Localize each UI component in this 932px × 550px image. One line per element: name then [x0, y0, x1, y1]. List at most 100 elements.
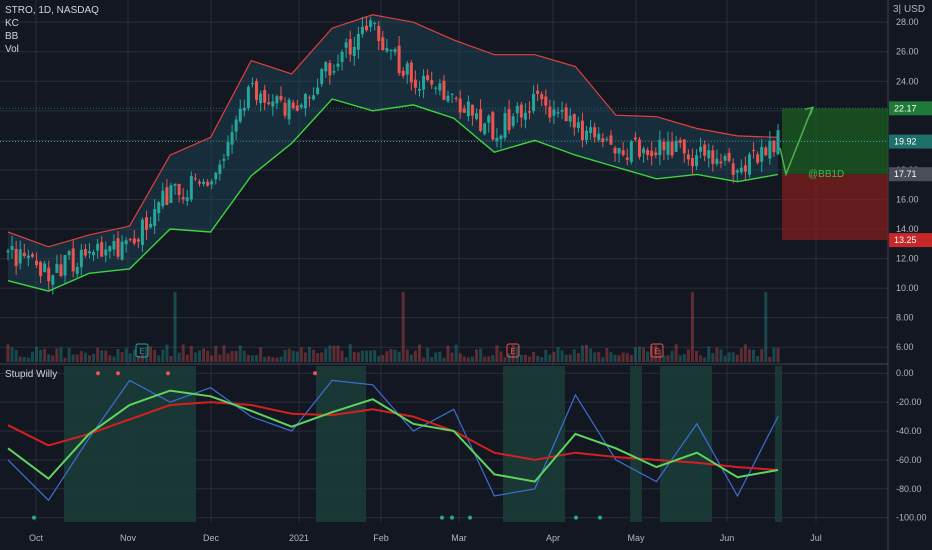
candle-body [580, 120, 584, 141]
candle-body [401, 70, 405, 76]
candle-body [739, 167, 743, 173]
candle-body [47, 267, 51, 282]
oscillator-pane[interactable] [7, 366, 782, 522]
oscillator-highlight-zone [64, 366, 196, 522]
candle-body [316, 87, 320, 95]
candle-body [26, 255, 30, 259]
symbol-title[interactable]: STRO, 1D, NASDAQ [5, 5, 99, 16]
band-fill [8, 14, 778, 292]
price-tick-label: 24.00 [896, 76, 919, 86]
candle-body [79, 249, 83, 268]
volume-bar [585, 344, 589, 362]
volume-bar [511, 344, 515, 362]
indicator-vol[interactable]: Vol [5, 44, 19, 55]
volume-bar [26, 357, 30, 362]
candle-body [487, 115, 491, 123]
volume-bar [682, 354, 686, 362]
volume-bar [10, 347, 14, 362]
candle-body [670, 141, 674, 156]
volume-bar [185, 354, 189, 362]
volume-bars [6, 292, 780, 362]
candle-body [495, 137, 499, 142]
volume-bar [609, 352, 613, 362]
volume-bar [552, 351, 556, 362]
candle-body [686, 154, 690, 160]
volume-bar [189, 346, 193, 362]
volume-bar [385, 351, 389, 362]
candle-body [263, 89, 267, 103]
candle-body [324, 62, 328, 72]
candle-body [71, 248, 75, 272]
volume-bar [287, 348, 291, 362]
volume-bar [128, 353, 132, 362]
candle-body [470, 104, 474, 116]
candle-body [593, 127, 597, 138]
candle-body [682, 139, 686, 154]
volume-bar [540, 357, 544, 362]
indicator-kc[interactable]: KC [5, 18, 19, 29]
volume-bar [100, 350, 104, 362]
volume-bar [438, 351, 442, 362]
candle-body [83, 249, 87, 256]
candle-body [499, 135, 503, 140]
candle-body [67, 251, 71, 256]
indicator-bb[interactable]: BB [5, 31, 19, 42]
volume-bar [458, 353, 462, 362]
volume-bar [711, 353, 715, 362]
volume-bar [104, 350, 108, 362]
candle-body [662, 141, 666, 151]
candle-body [181, 197, 185, 200]
scale-mode-label[interactable]: 3| [893, 4, 902, 15]
volume-bar [255, 355, 259, 362]
volume-bar [776, 347, 780, 362]
candle-body [369, 20, 373, 27]
volume-bar [291, 350, 295, 362]
candle-body [642, 148, 646, 154]
volume-bar [637, 346, 641, 362]
candle-body [255, 81, 259, 101]
volume-bar [405, 349, 409, 362]
candle-body [210, 181, 214, 185]
volume-bar [532, 351, 536, 362]
volume-bar [352, 352, 356, 362]
candle-body [230, 132, 234, 145]
price-candles[interactable] [6, 16, 780, 295]
volume-bar [503, 357, 507, 362]
candle-body [360, 26, 364, 35]
volume-bar [568, 354, 572, 362]
volume-bar [324, 348, 328, 362]
volume-bar [487, 356, 491, 362]
volume-bar [87, 355, 91, 362]
candle-body [267, 102, 271, 105]
candle-body [145, 217, 149, 230]
candle-body [108, 246, 112, 252]
candle-body [356, 33, 360, 50]
volume-bar [377, 355, 381, 362]
volume-bar [108, 355, 112, 362]
volume-bar [259, 347, 263, 362]
volume-bar [678, 355, 682, 362]
candle-body [405, 63, 409, 75]
price-tick-label: 26.00 [896, 47, 919, 57]
volume-bar [768, 356, 772, 362]
candle-body [128, 239, 132, 241]
volume-bar [55, 348, 59, 362]
candle-body [18, 249, 22, 264]
earnings-marker [650, 343, 664, 358]
volume-bar [250, 355, 254, 362]
overlays[interactable]: @BB1D E E E [135, 106, 844, 358]
volume-bar [169, 356, 173, 362]
price-tick-label: 12.00 [896, 254, 919, 264]
volume-bar [51, 355, 55, 362]
volume-bar [283, 349, 287, 362]
volume-bar [316, 352, 320, 362]
volume-bar [267, 356, 271, 362]
lower-band-line [7, 98, 779, 292]
candle-body [55, 263, 59, 273]
candle-body [422, 75, 426, 90]
oscillator-title[interactable]: Stupid Willy [5, 369, 58, 380]
candle-body [14, 248, 18, 266]
overbought-dot [166, 371, 170, 376]
candle-body [287, 99, 291, 120]
